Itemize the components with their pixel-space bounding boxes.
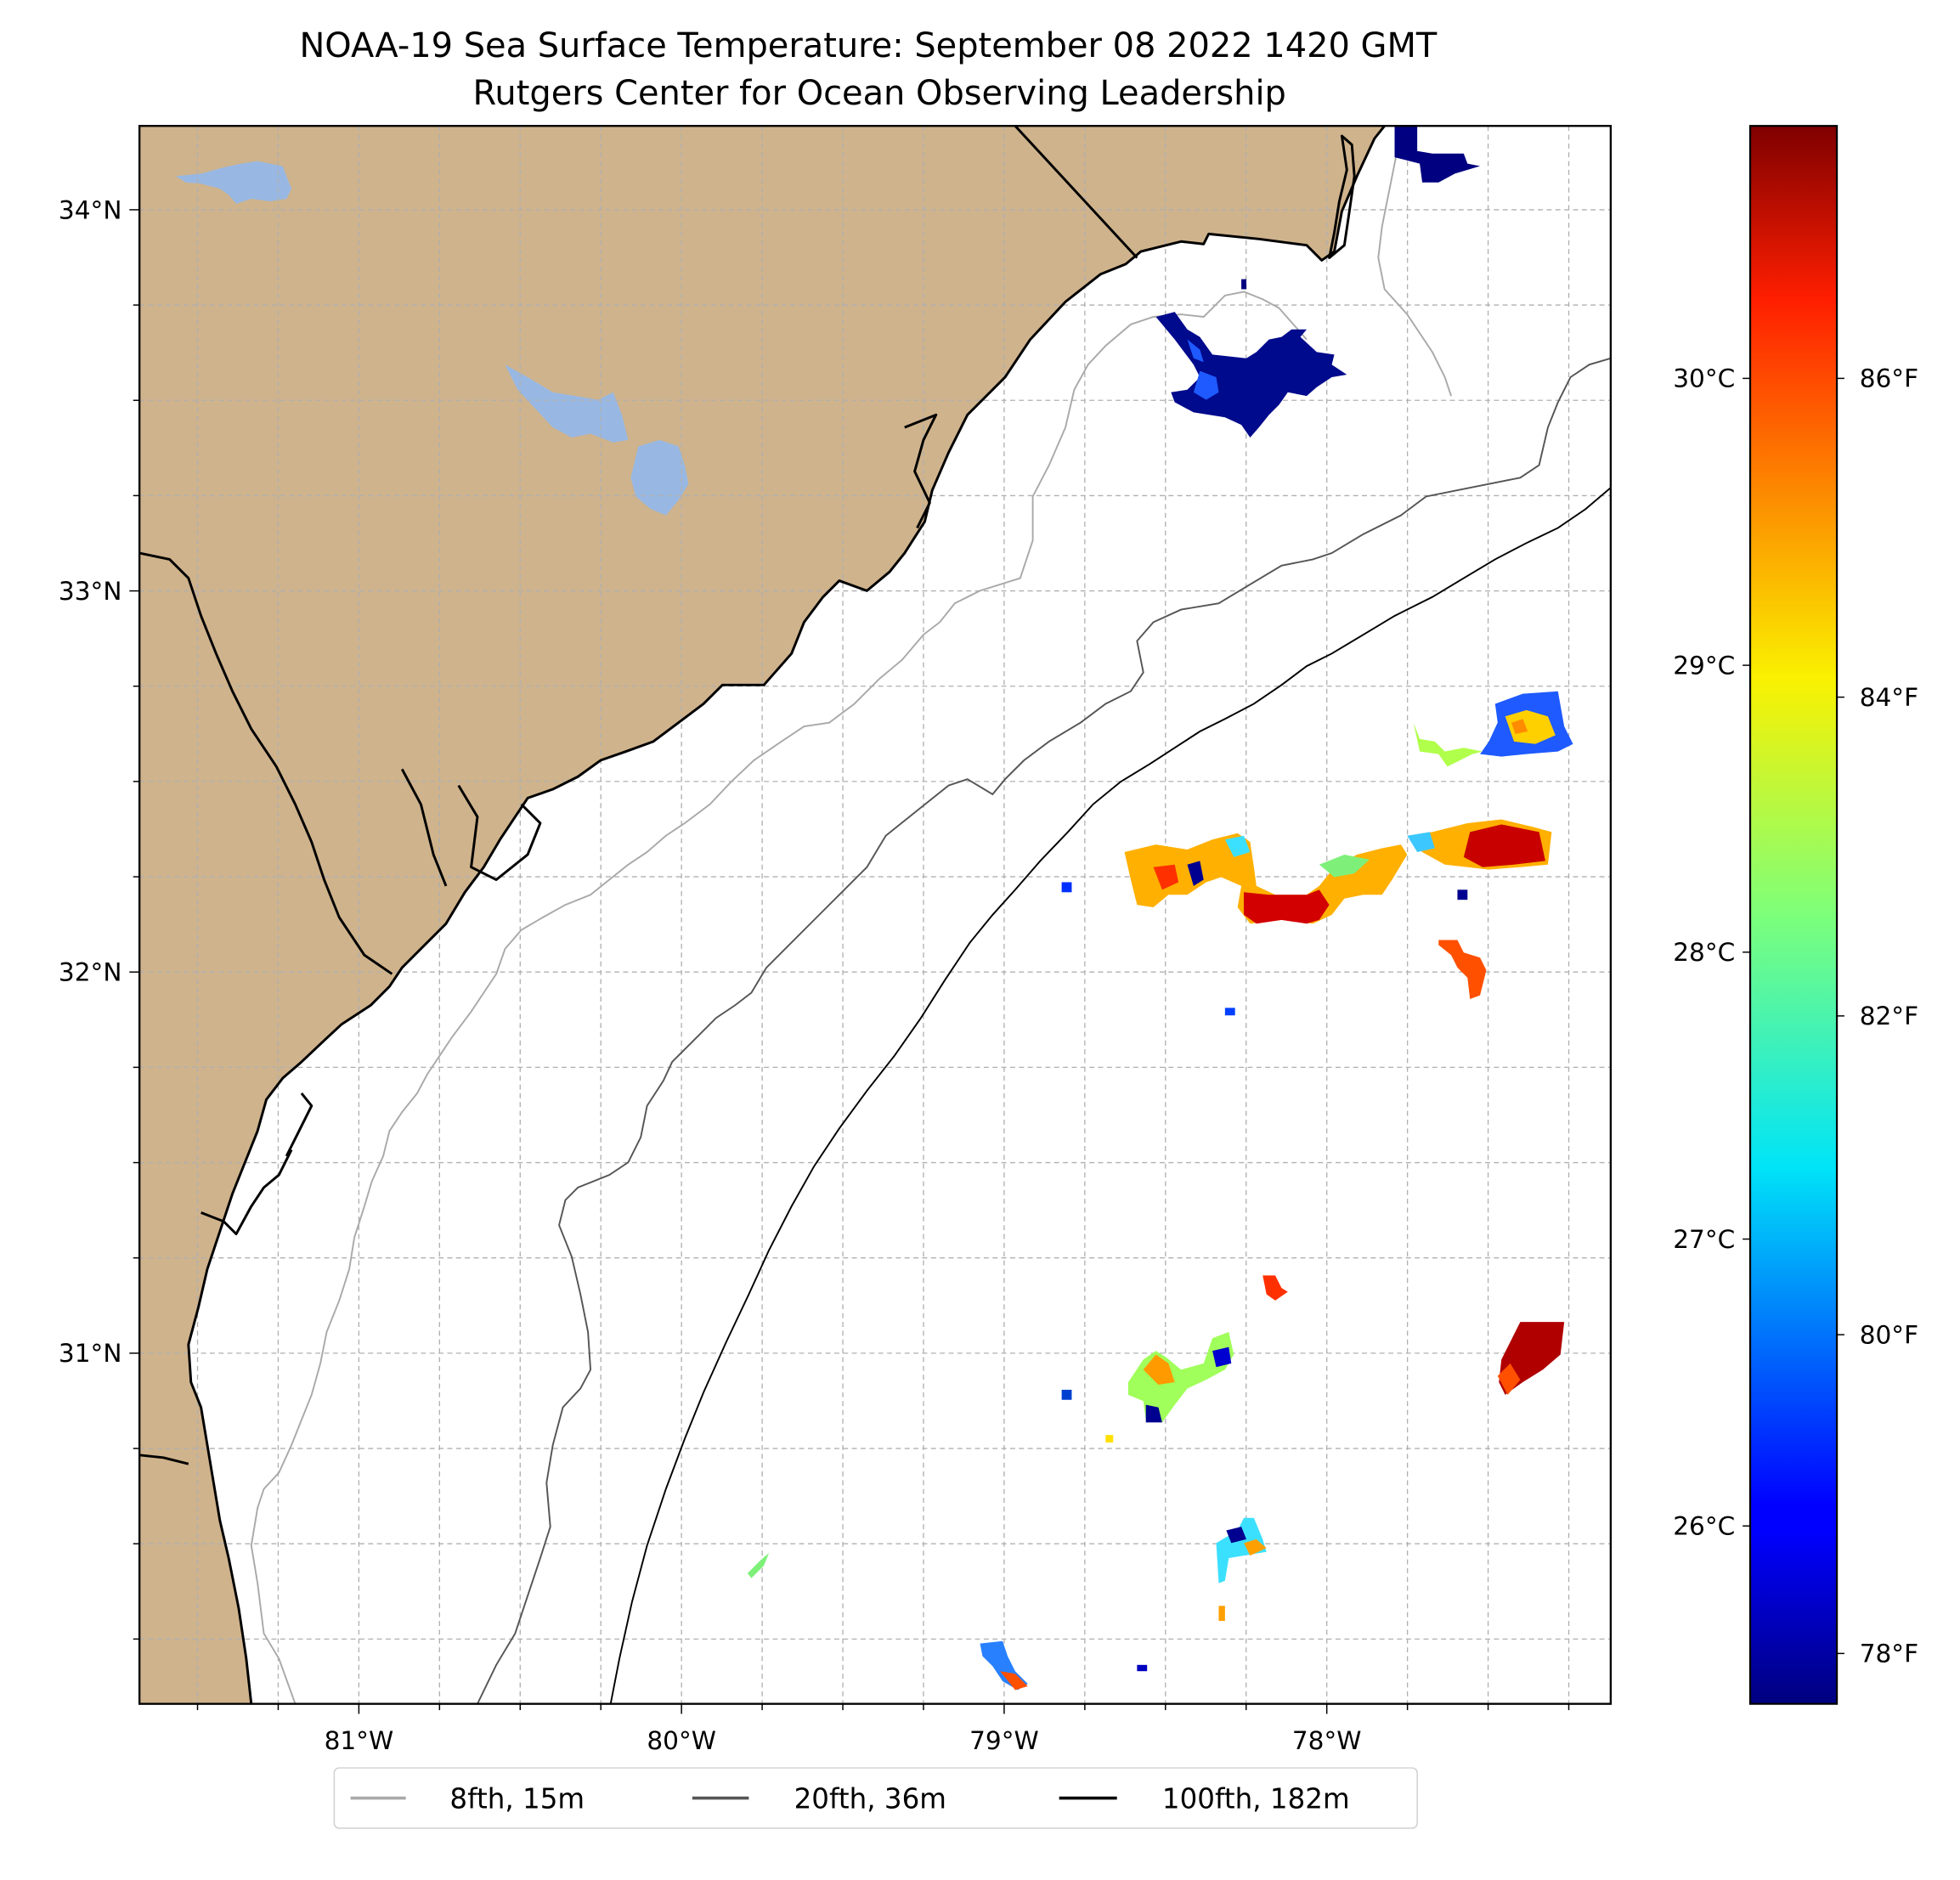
sst-pixel: [1137, 1664, 1148, 1672]
state-border-ga-fl: [139, 1454, 189, 1465]
isobath-8fth: [250, 126, 1452, 1704]
colorbar-label-f: 78°F: [1860, 1640, 1918, 1668]
y-tick-label: 32°N: [59, 958, 122, 987]
legend-label-8fth: 8fth, 15m: [449, 1782, 585, 1815]
sst-patch: [1224, 835, 1251, 857]
sst-patch: [1145, 1404, 1162, 1423]
sst-patch: [1244, 1538, 1267, 1556]
colorbar-gradient: [1748, 125, 1839, 1705]
x-tick-label: 79°W: [969, 1726, 1039, 1755]
map-frame: [138, 125, 1613, 1705]
colorbar-label-f: 84°F: [1860, 683, 1918, 712]
sst-pixel: [1061, 1389, 1072, 1400]
state-border-nc-sc: [1014, 126, 1138, 259]
lake-moultrie: [505, 364, 629, 443]
lake-small: [630, 439, 689, 516]
sst-pixels: [747, 126, 1573, 1691]
map-area: [139, 126, 1611, 1704]
sst-patch: [1124, 833, 1408, 924]
sst-pixel: [1218, 1606, 1225, 1622]
sst-patch: [1128, 1331, 1234, 1423]
legend-label-100fth: 100fth, 182m: [1162, 1782, 1350, 1815]
y-tick-label: 33°N: [59, 577, 122, 606]
inlet-detail-5: [201, 1149, 293, 1236]
sst-pixel: [1224, 1008, 1235, 1016]
sst-patch: [1187, 339, 1204, 363]
sst-patch: [1463, 824, 1545, 867]
land-mass: [139, 126, 1385, 1704]
sst-patch: [1244, 889, 1330, 924]
coastline: [187, 126, 1386, 1704]
sst-pixel: [1457, 889, 1468, 900]
colorbar-label-c: 29°C: [1673, 651, 1735, 680]
legend-box: [333, 1767, 1418, 1829]
sst-patch: [1413, 722, 1483, 767]
barrier-island: [1328, 134, 1356, 259]
state-border-sc-ga: [139, 551, 393, 975]
isobath-100fth: [609, 487, 1611, 1704]
y-tick-label: 34°N: [59, 195, 122, 224]
sst-patch: [1212, 1346, 1232, 1368]
gridlines: [139, 126, 1611, 1704]
sst-pixel: [1061, 882, 1072, 893]
sst-patch: [1155, 312, 1347, 438]
sst-patch: [1505, 709, 1556, 744]
sst-patch: [1187, 861, 1204, 886]
sst-patch: [1153, 864, 1179, 890]
colorbar: 30°C 29°C 28°C 27°C 26°C 86°F 84°F 82°F 80°F 78°F: [1673, 125, 1918, 1705]
y-tick-label: 31°N: [59, 1339, 122, 1368]
sst-patch: [1193, 370, 1219, 400]
sst-patch: [1438, 940, 1487, 1000]
isobath-20fth: [477, 357, 1611, 1704]
colorbar-label-f: 86°F: [1860, 364, 1918, 393]
chart-subtitle: Rutgers Center for Ocean Observing Leade…: [473, 74, 1286, 113]
sst-patch: [1143, 1354, 1175, 1386]
x-axis: 81°W 80°W 79°W 78°W: [196, 1703, 1570, 1755]
colorbar-label-c: 30°C: [1673, 364, 1735, 393]
colorbar-label-c: 27°C: [1673, 1225, 1735, 1254]
sst-pixel: [1105, 1435, 1114, 1443]
x-tick-label: 81°W: [325, 1726, 394, 1755]
sst-patch: [747, 1553, 770, 1578]
sst-patch: [1000, 1671, 1028, 1691]
legend-label-20fth: 20fth, 36m: [794, 1782, 946, 1815]
sst-pixel: [1241, 279, 1247, 290]
chart-title: NOAA-19 Sea Surface Temperature: Septemb…: [299, 26, 1437, 65]
colorbar-label-f: 80°F: [1860, 1320, 1918, 1349]
y-axis: 34°N 33°N 32°N 31°N: [59, 195, 140, 1640]
inlet-detail-2: [400, 768, 448, 887]
colorbar-label-c: 26°C: [1673, 1512, 1735, 1541]
inlet-detail-3: [457, 784, 542, 881]
colorbar-ticks: 30°C 29°C 28°C 27°C 26°C 86°F 84°F 82°F 80°F 78°F: [1673, 364, 1918, 1668]
sst-patch: [1216, 1517, 1267, 1584]
sst-patch: [1262, 1275, 1288, 1301]
sst-patch: [1407, 832, 1435, 852]
inlet-detail-4: [285, 1092, 313, 1157]
x-tick-label: 80°W: [647, 1726, 716, 1755]
legend: 8fth, 15m 20fth, 36m 100fth, 182m: [333, 1767, 1418, 1829]
inlet-detail: [904, 413, 938, 529]
sst-patch: [1319, 854, 1370, 878]
sst-patch: [1226, 1527, 1247, 1544]
sst-patch: [1497, 1363, 1521, 1395]
sst-patch: [1511, 719, 1528, 734]
x-tick-label: 78°W: [1292, 1726, 1362, 1755]
lake-marion: [176, 161, 292, 204]
sst-patch: [1394, 126, 1481, 183]
colorbar-label-f: 82°F: [1860, 1002, 1918, 1030]
colorbar-label-c: 28°C: [1673, 938, 1735, 967]
